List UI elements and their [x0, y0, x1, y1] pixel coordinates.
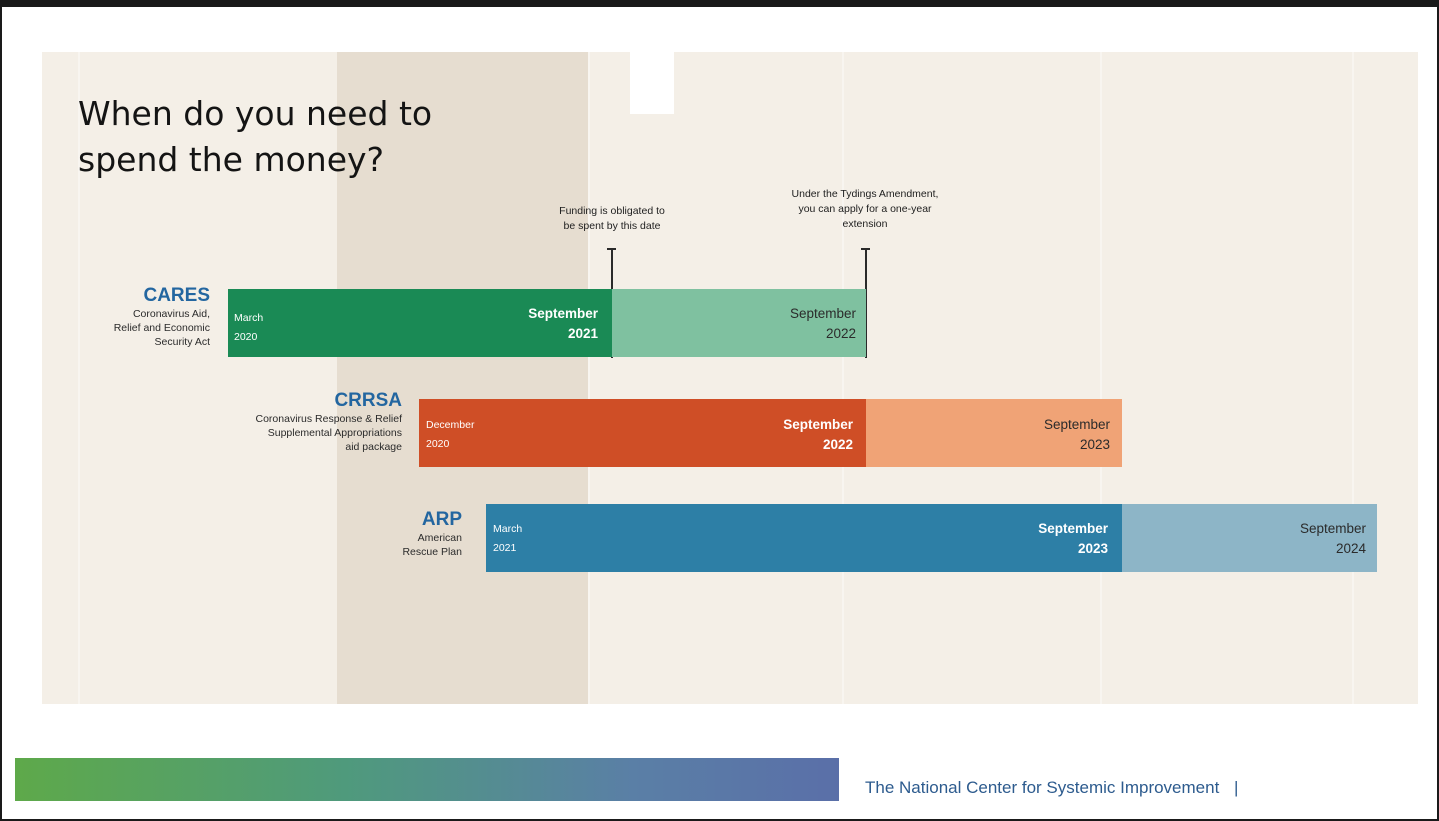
extension-date: September 2023	[996, 415, 1110, 455]
end-year: 2021	[567, 326, 598, 341]
cares-label: CARES Coronavirus Aid, Relief and Econom…	[62, 285, 210, 349]
start-year: 2020	[234, 331, 258, 343]
start-date: March 2021	[493, 520, 522, 558]
crrsa-extension-bar	[866, 399, 1122, 467]
end-month: September	[528, 306, 598, 321]
start-month: March	[234, 312, 264, 324]
callout-line: extension	[842, 218, 888, 230]
desc-line: Security Act	[154, 336, 210, 348]
desc-line: Coronavirus Aid,	[132, 308, 210, 320]
start-year: 2020	[426, 438, 450, 450]
callout-line: you can apply for a one-year	[798, 203, 932, 215]
cares-main-bar	[228, 289, 612, 357]
end-date: September 2021	[482, 304, 598, 344]
end-year: 2022	[822, 437, 853, 452]
end-date: September 2022	[737, 415, 853, 455]
gridline	[842, 52, 844, 704]
arp-label: ARP American Rescue Plan	[342, 509, 462, 559]
footer-org-name: The National Center for Systemic Improve…	[865, 778, 1220, 797]
program-description: Coronavirus Aid, Relief and Economic Sec…	[62, 307, 210, 349]
title-line: When do you need to	[78, 94, 433, 133]
timeline-panel	[42, 52, 1418, 704]
crrsa-label: CRRSA Coronavirus Response & Relief Supp…	[162, 390, 403, 454]
ext-year: 2024	[1335, 541, 1366, 556]
start-date: March 2020	[234, 309, 263, 347]
start-year: 2021	[493, 542, 517, 554]
ext-month: September	[1299, 521, 1366, 536]
highlight-band	[337, 52, 588, 704]
footer-gradient-bar	[15, 758, 839, 801]
footer-org: The National Center for Systemic Improve…	[865, 778, 1238, 798]
desc-line: Coronavirus Response & Relief	[255, 413, 403, 425]
gridline	[1352, 52, 1354, 704]
ext-month: September	[1043, 417, 1110, 432]
ext-year: 2022	[825, 326, 856, 341]
arp-main-bar	[486, 504, 1122, 572]
program-acronym: CRRSA	[334, 390, 402, 411]
slide-title: When do you need to spend the money?	[78, 91, 578, 183]
ext-year: 2023	[1079, 437, 1110, 452]
obligation-callout: Funding is obligated to be spent by this…	[522, 204, 702, 234]
callout-line: Under the Tydings Amendment,	[791, 188, 939, 200]
title-line: spend the money?	[78, 140, 385, 179]
extension-date: September 2024	[1252, 519, 1366, 559]
start-month: March	[493, 523, 523, 535]
program-acronym: CARES	[143, 285, 210, 306]
gridline	[78, 52, 80, 704]
program-acronym: ARP	[421, 509, 462, 530]
arp-extension-bar	[1122, 504, 1377, 572]
end-date: September 2023	[992, 519, 1108, 559]
gridline	[588, 52, 590, 704]
program-description: American Rescue Plan	[342, 531, 462, 559]
footer-separator: |	[1234, 778, 1239, 797]
extension-date: September 2022	[742, 304, 856, 344]
gridline	[1100, 52, 1102, 704]
desc-line: Rescue Plan	[402, 546, 462, 558]
callout-line: be spent by this date	[563, 220, 661, 232]
desc-line: American	[417, 532, 462, 544]
desc-line: Supplemental Appropriations	[267, 427, 402, 439]
start-month: December	[426, 419, 475, 431]
crrsa-main-bar	[419, 399, 866, 467]
slide: When do you need to spend the money? Fun…	[2, 7, 1437, 819]
callout-line: Funding is obligated to	[559, 205, 665, 217]
ext-month: September	[789, 306, 856, 321]
tydings-callout: Under the Tydings Amendment, you can app…	[755, 187, 975, 232]
program-description: Coronavirus Response & Relief Supplement…	[162, 412, 403, 454]
desc-line: aid package	[345, 441, 402, 453]
end-year: 2023	[1077, 541, 1108, 556]
cares-extension-bar	[612, 289, 866, 357]
end-month: September	[1038, 521, 1108, 536]
desc-line: Relief and Economic	[113, 322, 210, 334]
end-month: September	[783, 417, 853, 432]
start-date: December 2020	[426, 416, 474, 454]
blank-box	[630, 52, 674, 114]
